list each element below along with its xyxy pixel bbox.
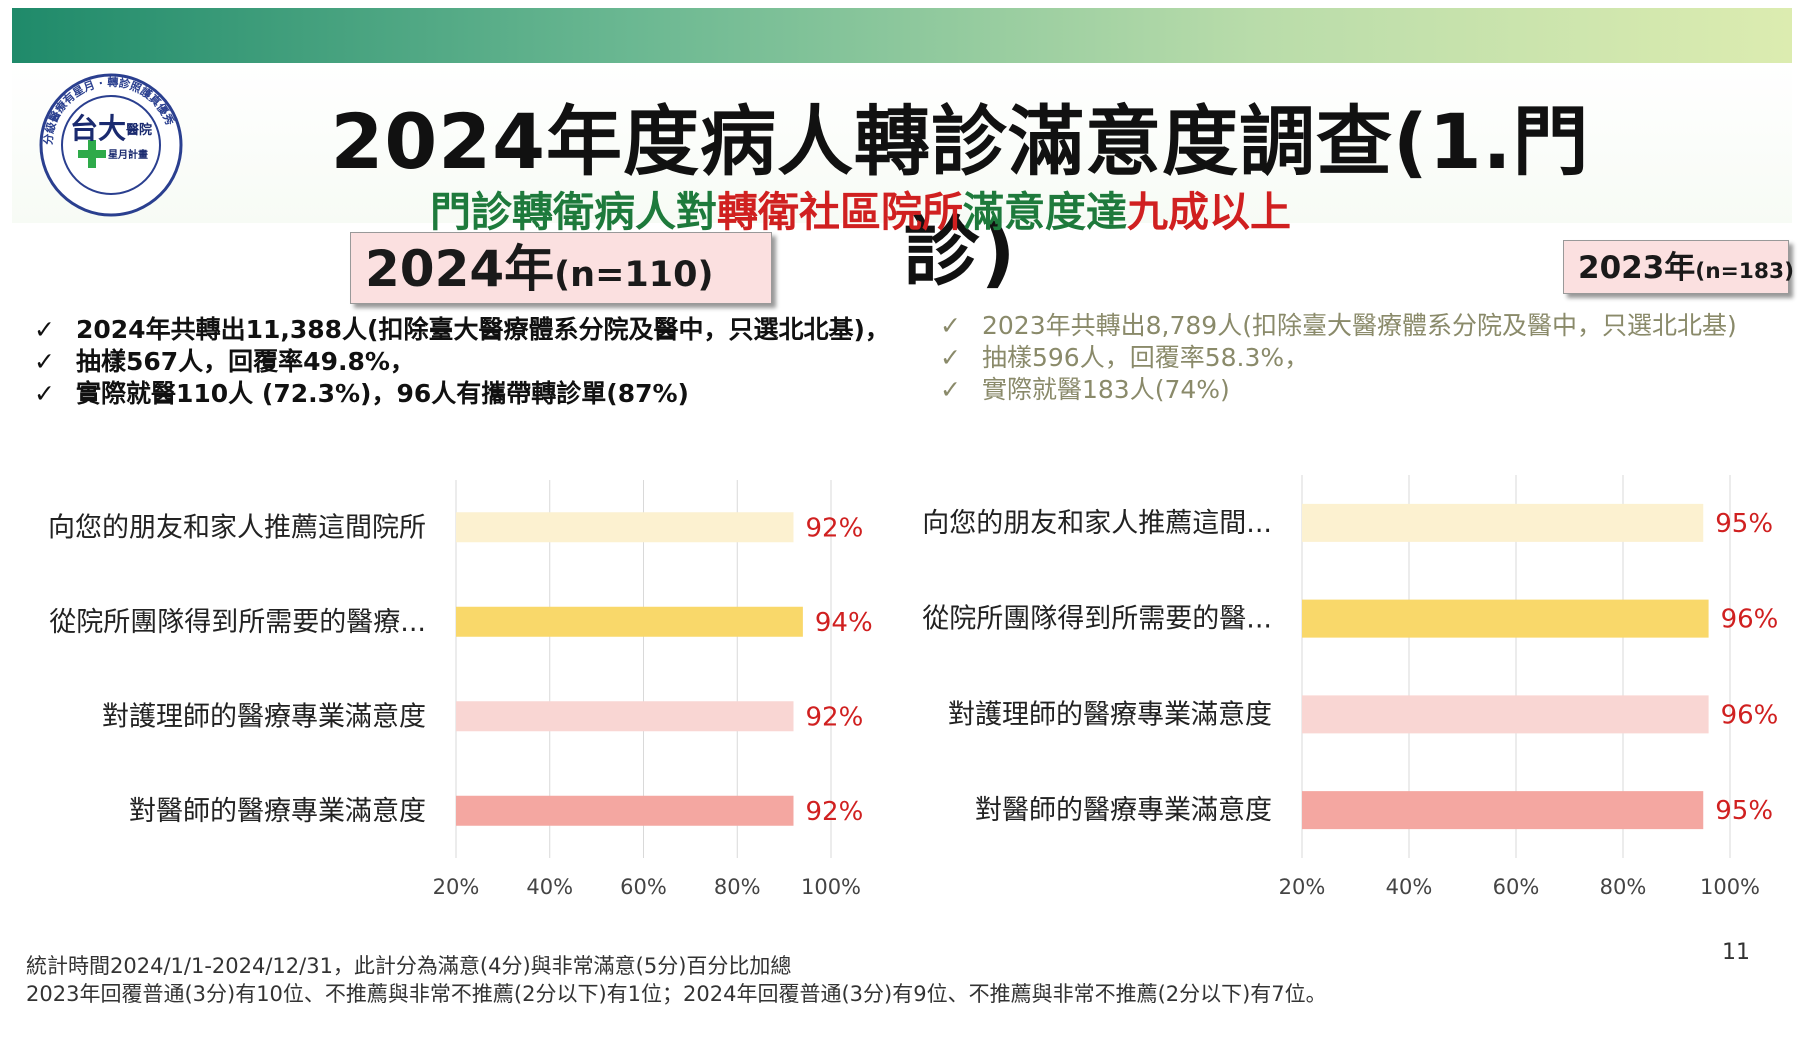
logo-main-text: 台大: [70, 112, 126, 145]
bar: [1302, 791, 1704, 830]
category-label: 從院所團隊得到所需要的醫療...: [49, 607, 426, 638]
category-label: 向您的朋友和家人推薦這間院所: [48, 512, 426, 543]
bullet-item: ✓ 抽樣596人，回覆率58.3%，: [940, 342, 1737, 374]
bullet-item: ✓ 抽樣567人，回覆率49.8%，: [34, 346, 890, 378]
category-label: 對醫師的醫療專業滿意度: [975, 795, 1272, 826]
logo-side-text: 醫院: [126, 122, 152, 138]
x-tick-label: 80%: [1600, 875, 1647, 899]
bullet-text: 實際就醫183人(74%): [982, 375, 1230, 404]
data-label: 92%: [806, 797, 864, 827]
bullet-text: 實際就醫110人 (72.3%)，96人有攜帶轉診單(87%): [76, 379, 689, 408]
check-icon: ✓: [34, 347, 55, 376]
category-label: 對護理師的醫療專業滿意度: [948, 699, 1272, 730]
data-label: 94%: [815, 608, 873, 638]
bullet-text: 抽樣567人，回覆率49.8%，: [76, 347, 415, 376]
bar-chart-2024: 20% 40% 60% 80% 100% 向您的朋友和家人推薦這間院所 92% 從院所團隊得到…: [48, 480, 873, 899]
header-band: [12, 63, 1792, 223]
category-label: 向您的朋友和家人推薦這間...: [922, 508, 1272, 539]
bullet-item: ✓ 2023年共轉出8,789人(扣除臺大醫療體系分院及醫中，只選北北基): [940, 310, 1737, 342]
page-number: 11: [1722, 940, 1750, 965]
hospital-logo: 分級醫療有星月 · 轉診照護真優秀 台大 醫院 星月計畫: [39, 73, 183, 217]
data-label: 95%: [1715, 796, 1773, 826]
bar: [456, 606, 803, 637]
data-label: 95%: [1715, 509, 1773, 539]
year-box-2024-main: 2024年: [365, 240, 555, 298]
year-box-2023-n: (n=183): [1695, 259, 1794, 284]
bullet-text: 2024年共轉出11,388人(扣除臺大醫療體系分院及醫中，只選北北基)，: [76, 315, 890, 344]
x-tick-label: 100%: [1700, 875, 1760, 899]
check-icon: ✓: [34, 379, 55, 408]
bullet-text: 抽樣596人，回覆率58.3%，: [982, 343, 1310, 372]
bullet-item: ✓ 實際就醫183人(74%): [940, 374, 1737, 406]
category-label: 對醫師的醫療專業滿意度: [129, 796, 426, 827]
subtitle-part-2: 轉衛社區院所: [717, 188, 963, 236]
data-label: 92%: [806, 513, 864, 543]
x-tick-label: 100%: [801, 875, 861, 899]
bar: [456, 701, 794, 732]
check-icon: ✓: [34, 315, 55, 344]
bullets-2023: ✓ 2023年共轉出8,789人(扣除臺大醫療體系分院及醫中，只選北北基) ✓ 抽樣…: [940, 310, 1737, 406]
x-tick-label: 80%: [714, 875, 761, 899]
bar: [1302, 599, 1709, 638]
year-box-2024: 2024年(n=110): [350, 232, 772, 304]
data-label: 96%: [1721, 605, 1779, 635]
bar: [1302, 695, 1709, 734]
year-box-2023-main: 2023年: [1578, 250, 1696, 286]
bullet-text: 2023年共轉出8,789人(扣除臺大醫療體系分院及醫中，只選北北基): [982, 311, 1737, 340]
x-tick-label: 60%: [620, 875, 667, 899]
bar: [456, 795, 794, 826]
page-subtitle: 門診轉衛病人對轉衛社區院所滿意度達九成以上: [430, 178, 1291, 238]
subtitle-part-3: 滿意度達: [963, 188, 1127, 236]
bar: [1302, 503, 1704, 542]
footnote: 統計時間2024/1/1-2024/12/31，此計分為滿意(4分)與非常滿意(…: [26, 952, 1327, 1008]
logo-sub-text: 星月計畫: [108, 148, 148, 161]
x-tick-label: 20%: [433, 875, 480, 899]
top-gradient-bar: [12, 8, 1792, 63]
bullet-item: ✓ 實際就醫110人 (72.3%)，96人有攜帶轉診單(87%): [34, 378, 890, 410]
bullet-item: ✓ 2024年共轉出11,388人(扣除臺大醫療體系分院及醫中，只選北北基)，: [34, 314, 890, 346]
check-icon: ✓: [940, 343, 961, 372]
category-label: 對護理師的醫療專業滿意度: [102, 701, 426, 732]
subtitle-part-4: 九成以上: [1127, 188, 1291, 236]
x-tick-label: 40%: [526, 875, 573, 899]
bar-chart-2023: 20% 40% 60% 80% 100% 向您的朋友和家人推薦這間... 95% 從院所團隊得…: [922, 475, 1779, 899]
footnote-line-2: 2023年回覆普通(3分)有10位、不推薦與非常不推薦(2分以下)有1位；202…: [26, 982, 1327, 1006]
x-tick-label: 40%: [1386, 875, 1433, 899]
category-label: 從院所團隊得到所需要的醫...: [922, 604, 1272, 635]
footnote-line-1: 統計時間2024/1/1-2024/12/31，此計分為滿意(4分)與非常滿意(…: [26, 954, 792, 978]
data-label: 92%: [806, 702, 864, 732]
subtitle-part-1: 門診轉衛病人對: [430, 188, 717, 236]
page-title: 2024年度病人轉診滿意度調查(1.門診): [330, 97, 1590, 296]
bullets-2024: ✓ 2024年共轉出11,388人(扣除臺大醫療體系分院及醫中，只選北北基)， ✓…: [34, 314, 890, 410]
check-icon: ✓: [940, 311, 961, 340]
year-box-2024-n: (n=110): [554, 255, 714, 295]
x-tick-label: 60%: [1493, 875, 1540, 899]
check-icon: ✓: [940, 375, 961, 404]
year-box-2023: 2023年(n=183): [1563, 240, 1794, 294]
bar: [456, 512, 794, 543]
data-label: 96%: [1721, 700, 1779, 730]
x-tick-label: 20%: [1279, 875, 1326, 899]
